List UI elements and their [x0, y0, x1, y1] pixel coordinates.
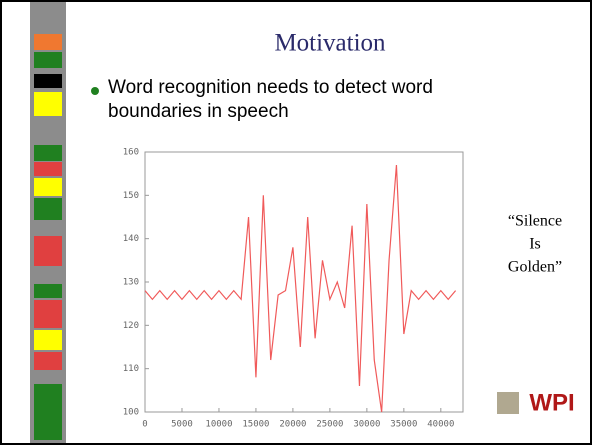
y-tick-label: 110 — [123, 364, 139, 374]
slide-title: Motivation — [274, 30, 386, 57]
x-tick-label: 10000 — [205, 420, 232, 430]
quote-line: Golden” — [508, 259, 562, 276]
y-tick-label: 150 — [123, 191, 139, 201]
quote-line: “Silence — [508, 213, 562, 230]
logo: WPI — [497, 389, 575, 416]
x-tick-label: 35000 — [390, 420, 417, 430]
y-tick-label: 130 — [123, 278, 139, 288]
bullet-text: Word recognition needs to detect word bo… — [108, 76, 448, 124]
x-tick-label: 25000 — [316, 420, 343, 430]
x-tick-label: 5000 — [171, 420, 193, 430]
y-tick-label: 100 — [123, 408, 139, 418]
x-tick-label: 30000 — [353, 420, 380, 430]
x-tick-label: 0 — [142, 420, 147, 430]
y-tick-label: 120 — [123, 321, 139, 331]
x-tick-label: 40000 — [427, 420, 454, 430]
x-tick-label: 20000 — [279, 420, 306, 430]
side-strip — [30, 2, 66, 443]
x-tick-label: 15000 — [242, 420, 269, 430]
y-tick-label: 140 — [123, 234, 139, 244]
logo-text: WPI — [529, 389, 574, 416]
bullet-dot — [91, 87, 99, 95]
bullet-box: Word recognition needs to detect word bo… — [108, 76, 548, 136]
slide: Motivation Word recognition needs to det… — [0, 0, 592, 445]
quote-line: Is — [529, 236, 541, 253]
y-tick-label: 160 — [123, 148, 139, 158]
